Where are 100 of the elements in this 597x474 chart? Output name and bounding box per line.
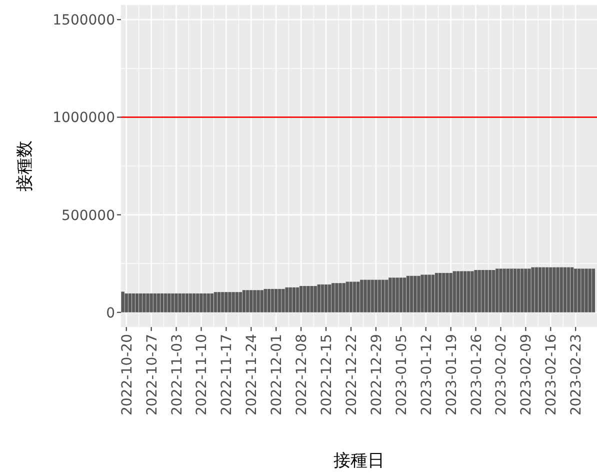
bar [385, 280, 388, 312]
y-tick-label: 0 [106, 305, 115, 322]
bar [563, 267, 567, 312]
bar [356, 282, 360, 312]
bar [270, 288, 274, 312]
bar [510, 268, 514, 312]
bar [164, 293, 168, 312]
bar [292, 287, 296, 312]
x-tick-label: 2022-11-17 [219, 334, 236, 416]
x-tick-label: 2023-01-19 [444, 334, 460, 416]
bar [402, 278, 406, 312]
bar [296, 287, 300, 312]
bar [274, 288, 278, 312]
bar [253, 290, 256, 312]
bar [528, 268, 531, 312]
bar [332, 283, 335, 312]
bar [250, 290, 253, 312]
bar [278, 288, 282, 312]
bar [168, 293, 171, 312]
bar [139, 293, 142, 312]
bar [210, 293, 214, 312]
bar [566, 267, 570, 312]
bar [285, 287, 288, 312]
bar [570, 267, 574, 312]
bar [349, 282, 353, 312]
bar [584, 268, 588, 312]
bar [381, 280, 385, 312]
x-axis-title: 接種日 [334, 451, 384, 471]
bar [267, 288, 271, 312]
bar [417, 276, 420, 312]
bar [160, 293, 164, 312]
bar [310, 286, 314, 312]
bar [303, 286, 306, 312]
bar [146, 293, 150, 312]
bar [228, 292, 232, 312]
x-tick-label: 2022-12-15 [319, 334, 336, 416]
bar [438, 272, 442, 312]
bar [488, 270, 492, 312]
bar [442, 272, 446, 312]
bar [360, 280, 364, 312]
bar [352, 282, 356, 312]
bar [516, 268, 520, 312]
bar [396, 278, 399, 312]
bar [506, 268, 510, 312]
x-tick-label: 2022-11-10 [194, 334, 210, 416]
bar [399, 278, 402, 312]
bar [217, 292, 221, 312]
x-tick-label: 2022-12-22 [344, 334, 360, 416]
bar [552, 267, 556, 312]
bar [542, 267, 546, 312]
bar [124, 293, 128, 312]
x-tick-label: 2022-11-24 [244, 334, 260, 416]
bar [513, 268, 517, 312]
bar [320, 284, 324, 312]
x-tick-label: 2023-02-02 [494, 334, 510, 416]
x-tick-label: 2022-12-01 [269, 334, 286, 416]
bar [460, 271, 464, 312]
bar [188, 293, 192, 312]
bar [306, 286, 310, 312]
bar [428, 274, 432, 312]
bar [178, 293, 182, 312]
bar [128, 293, 132, 312]
y-tick-label: 500000 [62, 208, 115, 224]
bar [449, 272, 452, 312]
bar [484, 270, 488, 312]
bar [581, 268, 584, 312]
bar [578, 268, 581, 312]
bar [378, 280, 382, 312]
bar [478, 270, 481, 312]
bar [545, 267, 549, 312]
bar [206, 293, 210, 312]
bar [538, 267, 542, 312]
bar [434, 272, 438, 312]
bar [317, 284, 320, 312]
bar [288, 287, 292, 312]
bar [502, 268, 506, 312]
bar [335, 283, 338, 312]
bar [574, 268, 578, 312]
bar [132, 293, 136, 312]
bar [192, 293, 196, 312]
bar [463, 271, 467, 312]
bar [282, 288, 285, 312]
x-tick-label: 2023-02-23 [568, 334, 585, 416]
bar [235, 292, 238, 312]
bar [224, 292, 228, 312]
bar [232, 292, 235, 312]
x-tick-label: 2023-02-09 [518, 334, 535, 416]
bar [370, 280, 374, 312]
bar [446, 272, 449, 312]
bar [374, 280, 378, 312]
bar [414, 276, 417, 312]
bar [420, 274, 424, 312]
bar [410, 276, 414, 312]
bar [214, 292, 218, 312]
bar [424, 274, 428, 312]
bar [200, 293, 203, 312]
bar [221, 292, 224, 312]
bar [171, 293, 174, 312]
bar [520, 268, 524, 312]
bar [196, 293, 200, 312]
